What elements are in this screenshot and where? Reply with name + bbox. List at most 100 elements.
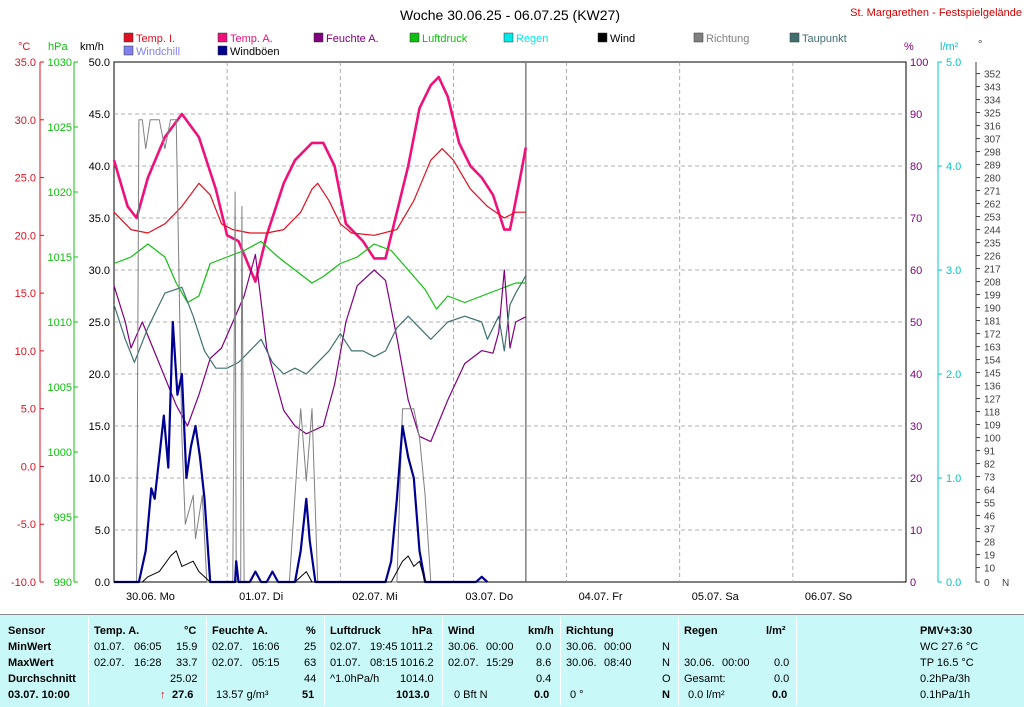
tick-pressure: 1025 xyxy=(48,122,72,134)
stats-richtung-min-val: N xyxy=(662,641,670,653)
stats-feuchte-max-val: 63 xyxy=(304,657,317,669)
stats-regen-header: Regen xyxy=(684,625,718,637)
stats-richtung-header: Richtung xyxy=(566,625,614,637)
tick-wind: 20.0 xyxy=(89,369,110,381)
unit-temp: °C xyxy=(18,41,30,53)
tick-humidity: 20 xyxy=(910,473,922,485)
stats-feuchte-unit: % xyxy=(306,625,316,637)
series-richtung xyxy=(114,119,526,583)
stats-richtung-current: N xyxy=(662,689,670,701)
tick-direction: 82 xyxy=(984,460,996,471)
tick-direction: 226 xyxy=(984,252,1001,263)
unit-humidity: % xyxy=(904,41,914,53)
stats-regen-unit: l/m² xyxy=(766,625,786,637)
stats-wind-max-time: 15:29 xyxy=(486,657,514,669)
tick-temp: 25.0 xyxy=(15,173,36,185)
stats-feuchte-max-time: 05:15 xyxy=(252,657,280,669)
tick-temp: 35.0 xyxy=(15,57,36,69)
tick-pressure: 1010 xyxy=(48,317,72,329)
tick-direction: 298 xyxy=(984,148,1001,159)
tick-direction: 172 xyxy=(984,330,1001,341)
legend-swatch-regen xyxy=(503,32,514,43)
stats-row-min: MinWert xyxy=(8,641,52,653)
tick-direction: 199 xyxy=(984,291,1001,302)
stats-luftdruck-max-val: 1016.2 xyxy=(400,657,434,669)
stats-temp-unit: °C xyxy=(184,625,197,637)
tick-direction: 262 xyxy=(984,200,1001,211)
tick-humidity: 10 xyxy=(910,525,922,537)
stats-richtung-min-date: 30.06. xyxy=(566,641,597,653)
series-wind xyxy=(114,550,526,583)
tick-direction: 235 xyxy=(984,239,1001,250)
legend-swatch-windboeen xyxy=(217,45,228,56)
legend-label-taupunkt: Taupunkt xyxy=(802,33,847,45)
tick-humidity: 50 xyxy=(910,317,922,329)
tick-direction: 154 xyxy=(984,356,1001,367)
chart-title: Woche 30.06.25 - 06.07.25 (KW27) xyxy=(400,7,620,23)
tick-rain: 0.0 xyxy=(946,577,961,589)
legend-swatch-wind xyxy=(597,32,608,43)
tick-wind: 10.0 xyxy=(89,473,110,485)
stats-feuchte-current: 51 xyxy=(302,689,315,701)
tick-humidity: 0 xyxy=(910,577,916,589)
stats-richtung-max-date: 30.06. xyxy=(566,657,597,669)
tick-wind: 50.0 xyxy=(89,57,110,69)
stats-regen-total: 0.0 xyxy=(774,673,790,685)
stats-luftdruck-max-time: 08:15 xyxy=(370,657,398,669)
stats-feuchte-avg: 44 xyxy=(304,673,317,685)
tick-pressure: 995 xyxy=(54,512,72,524)
stats-luftdruck-trend: ^1.0hPa/h xyxy=(330,673,380,685)
stats-pmv-tp: TP 16.5 °C xyxy=(920,657,974,669)
stats-pmv-trend3h: 0.2hPa/3h xyxy=(920,673,971,685)
tick-direction: 46 xyxy=(984,512,996,523)
legend-label-feuchte: Feuchte A. xyxy=(326,33,379,45)
stats-luftdruck-min-val: 1011.2 xyxy=(400,641,433,653)
stats-regen-current: 0.0 xyxy=(772,689,788,701)
stats-feuchte-abs: 13.57 g/m³ xyxy=(216,689,269,701)
tick-humidity: 70 xyxy=(910,213,922,225)
stats-luftdruck-avg: 1014.0 xyxy=(400,673,434,685)
stats-wind-max-date: 02.07. xyxy=(448,657,479,669)
tick-rain: 2.0 xyxy=(946,369,961,381)
stats-richtung-min-time: 00:00 xyxy=(604,641,632,653)
tick-direction: 280 xyxy=(984,174,1001,185)
stats-wind-max-val: 8.6 xyxy=(536,657,552,669)
stats-wind-min-val: 0.0 xyxy=(536,641,552,653)
stats-feuchte-min-date: 02.07. xyxy=(212,641,243,653)
day-label: 03.07. Do xyxy=(465,591,513,603)
tick-wind: 15.0 xyxy=(89,421,110,433)
day-label: 01.07. Di xyxy=(239,591,283,603)
stats-temp-min-date: 01.07. xyxy=(94,641,125,653)
stats-luftdruck-min-time: 19:45 xyxy=(370,641,398,653)
stats-wind-bft: 0 Bft N xyxy=(454,689,488,701)
series-taupunkt xyxy=(113,275,527,375)
tick-wind: 35.0 xyxy=(89,213,110,225)
series-windboeen xyxy=(114,320,489,584)
tick-direction: 145 xyxy=(984,369,1001,380)
stats-row-max: MaxWert xyxy=(8,657,54,669)
stats-feuchte-max-date: 02.07. xyxy=(212,657,243,669)
legend-label-windboeen: Windböen xyxy=(230,46,280,58)
unit-wind: km/h xyxy=(80,41,104,53)
legend: Temp. I. Temp. A. Feuchte A. Luftdruck Regen… xyxy=(123,32,847,58)
arrow-up-icon: ↑ xyxy=(160,689,166,701)
tick-wind: 30.0 xyxy=(89,265,110,277)
grid xyxy=(114,62,906,582)
stats-regen-max-time: 00:00 xyxy=(722,657,750,669)
stats-richtung-max-val: N xyxy=(662,657,670,669)
tick-direction: 334 xyxy=(984,96,1001,107)
tick-humidity: 40 xyxy=(910,369,922,381)
tick-pressure: 1015 xyxy=(48,252,72,264)
tick-temp: 30.0 xyxy=(15,115,36,127)
stats-wind-current: 0.0 xyxy=(534,689,550,701)
stats-regen-max-val: 0.0 xyxy=(774,657,790,669)
tick-direction: 181 xyxy=(984,317,1001,328)
tick-direction: 352 xyxy=(984,70,1001,81)
tick-direction: 163 xyxy=(984,343,1001,354)
tick-temp: -10.0 xyxy=(11,577,36,589)
tick-direction: 343 xyxy=(984,83,1001,94)
tick-wind: 5.0 xyxy=(95,525,110,537)
legend-label-temp_i: Temp. I. xyxy=(136,33,175,45)
stats-wind-min-time: 00:00 xyxy=(486,641,514,653)
stats-temp-max-time: 16:28 xyxy=(134,657,162,669)
